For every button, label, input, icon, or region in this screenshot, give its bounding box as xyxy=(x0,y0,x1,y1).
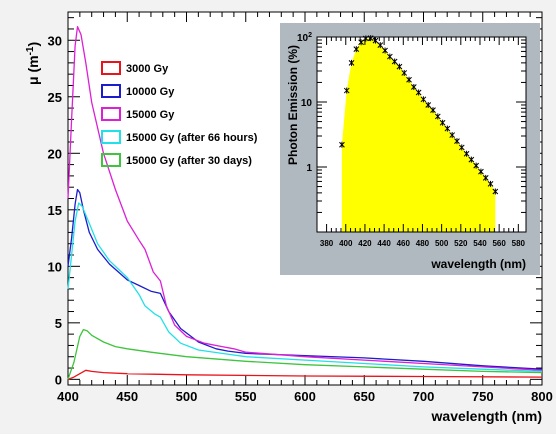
main-x-tick-label: 500 xyxy=(176,389,198,404)
inset-y-tick-label-top: 102 xyxy=(297,32,312,44)
inset-data-point xyxy=(372,37,379,44)
main-y-tick-label: 5 xyxy=(55,316,62,331)
series-line-0 xyxy=(67,369,543,380)
inset-data-point xyxy=(358,39,364,46)
inset-data-point xyxy=(468,156,475,163)
series-line-2 xyxy=(67,26,543,371)
main-x-tick-label: 600 xyxy=(294,389,316,404)
inset-chart: 380 400 420 440 460 480 500 520 540 560 580101102 … xyxy=(280,23,540,275)
main-x-tick-label: 400 xyxy=(57,389,79,404)
main-y-axis-label-main: μ (m xyxy=(25,55,41,85)
inset-x-tick-label: 560 xyxy=(492,239,506,248)
inset-data-point xyxy=(482,174,489,181)
legend-label-2: 15000 Gy xyxy=(126,109,175,121)
legend-label-0: 3000 Gy xyxy=(126,63,169,75)
inset-x-tick-label: 520 xyxy=(454,239,468,248)
inset-data-point xyxy=(449,132,456,139)
inset-data-point xyxy=(382,47,388,54)
main-x-tick-label: 700 xyxy=(413,389,435,404)
inset-data-point xyxy=(401,69,408,76)
legend-label-1: 10000 Gy xyxy=(126,86,175,98)
main-y-tick-label: 10 xyxy=(48,259,62,274)
inset-x-tick-label: 460 xyxy=(397,239,411,248)
legend-swatch-4 xyxy=(101,153,121,167)
main-x-tick-label: 750 xyxy=(472,389,494,404)
inset-y-tick-base: 10 xyxy=(297,33,309,44)
main-y-axis-label: μ (m-1) xyxy=(25,42,41,85)
main-y-tick-label: 0 xyxy=(55,372,62,387)
inset-x-tick-label: 580 xyxy=(512,239,526,248)
main-y-tick-label: 25 xyxy=(48,90,62,105)
inset-data-point xyxy=(420,96,427,103)
inset-emission-area xyxy=(341,38,496,233)
inset-x-tick-label: 440 xyxy=(377,239,391,248)
legend-swatch-1 xyxy=(101,84,121,98)
inset-x-axis-label: wavelength (nm) xyxy=(430,257,526,271)
inset-data-point xyxy=(492,188,499,195)
inset-data-point xyxy=(444,125,451,132)
inset-data-point xyxy=(487,180,494,187)
main-y-tick-label: 30 xyxy=(48,33,62,48)
inset-data-point xyxy=(353,46,360,53)
legend-swatch-3 xyxy=(101,130,121,144)
inset-y-tick-label: 10 xyxy=(301,98,313,109)
main-x-tick-label: 800 xyxy=(531,389,553,404)
series-line-1 xyxy=(67,188,543,370)
inset-x-tick-label: 480 xyxy=(416,239,430,248)
legend-swatch-0 xyxy=(101,61,121,75)
series-line-3 xyxy=(67,202,543,373)
inset-data-point xyxy=(339,141,345,148)
inset-data-point xyxy=(367,35,374,42)
inset-data-point xyxy=(430,107,436,114)
inset-data-point xyxy=(391,58,398,65)
main-series-group xyxy=(67,26,543,380)
main-x-tick-label: 650 xyxy=(353,389,375,404)
inset-data-point xyxy=(454,138,460,145)
inset-data-point xyxy=(439,119,446,126)
inset-data-point xyxy=(343,87,350,94)
inset-data-point xyxy=(377,42,384,49)
inset-data-point xyxy=(415,89,422,96)
main-x-tick-label: 450 xyxy=(116,389,138,404)
legend-swatch-2 xyxy=(101,107,121,121)
main-y-tick-label: 20 xyxy=(48,146,62,161)
inset-x-tick-label: 380 xyxy=(320,239,334,248)
inset-x-tick-label: 420 xyxy=(358,239,372,248)
legend-label-3: 15000 Gy (after 66 hours) xyxy=(126,132,258,144)
inset-x-tick-label: 400 xyxy=(339,239,353,248)
inset-data-point xyxy=(387,53,393,60)
legend-label-4: 15000 Gy (after 30 days) xyxy=(126,155,252,167)
inset-data-point xyxy=(348,59,355,66)
inset-data-point xyxy=(396,63,403,70)
inset-data-point xyxy=(434,113,441,120)
series-line-4 xyxy=(67,328,543,380)
inset-x-tick-label: 540 xyxy=(473,239,487,248)
inset-x-tick-label: 500 xyxy=(435,239,449,248)
inset-data-point xyxy=(473,162,480,169)
main-y-tick-label: 15 xyxy=(48,203,62,218)
legend: 3000 Gy 10000 Gy 15000 Gy 15000 Gy (after 6… xyxy=(101,61,258,167)
inset-data-point xyxy=(406,76,412,83)
main-x-axis-label: wavelength (nm) xyxy=(431,408,542,424)
inset-data-points xyxy=(339,35,499,195)
inset-plot-border xyxy=(316,36,527,233)
inset-data-point xyxy=(425,101,432,108)
inset-data-point xyxy=(410,84,417,91)
inset-data-point xyxy=(458,144,465,151)
inset-y-tick-exp: 2 xyxy=(308,32,312,39)
main-x-tick-label: 550 xyxy=(235,389,257,404)
main-y-axis-label-close: ) xyxy=(25,42,41,47)
main-y-axis-label-sup: -1 xyxy=(25,46,36,55)
inset-y-tick-label: 1 xyxy=(306,163,312,174)
inset-y-axis-label: Photon Emission (%) xyxy=(286,45,300,165)
inset-data-point xyxy=(463,150,470,157)
inset-data-point xyxy=(478,168,484,175)
